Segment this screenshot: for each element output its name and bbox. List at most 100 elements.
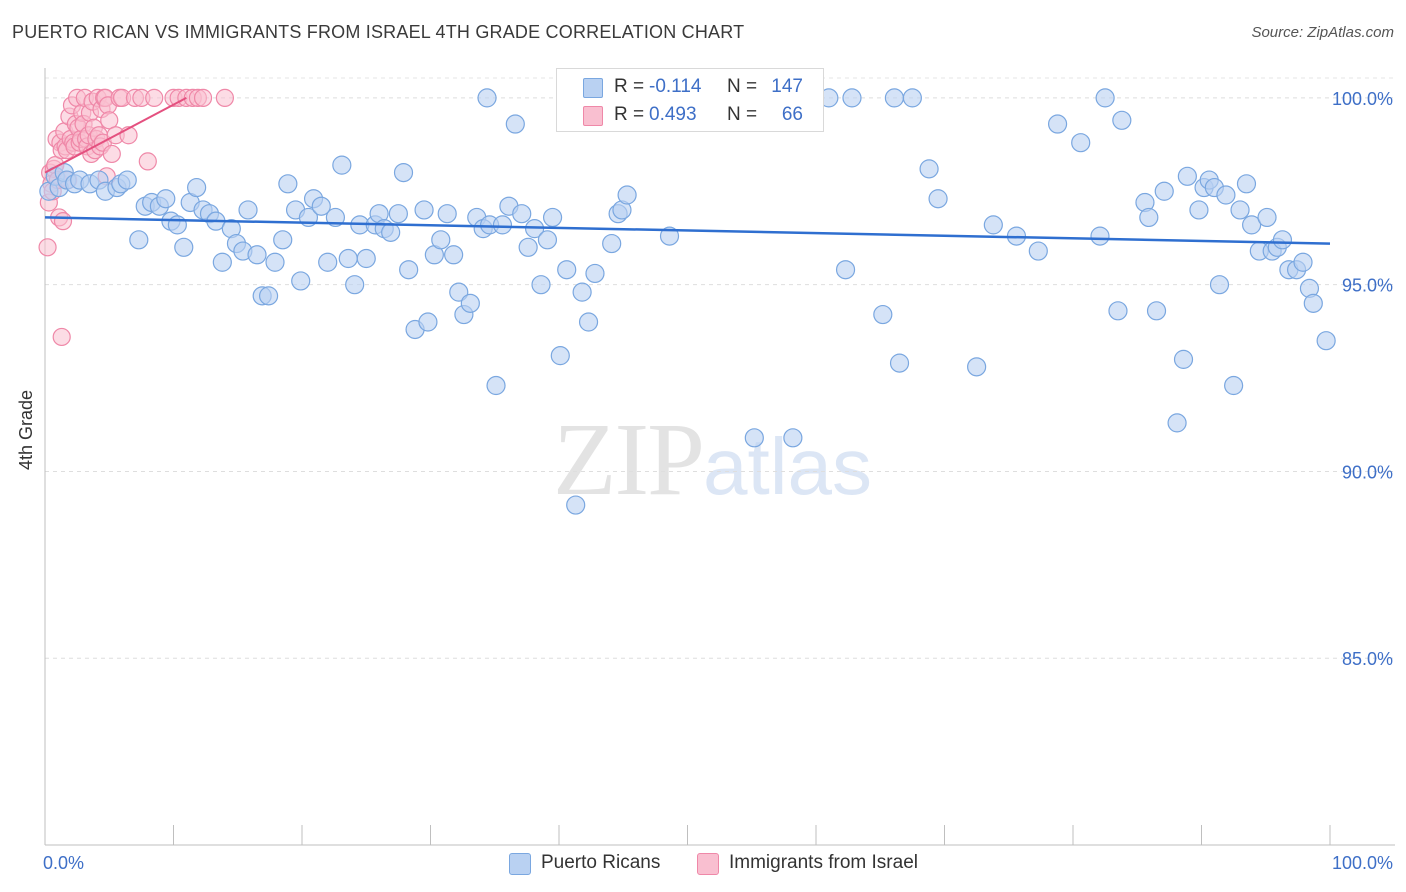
- bottom-legend-swatch-pink: [697, 853, 719, 875]
- data-point-puerto-rican: [873, 304, 893, 325]
- axes: [44, 68, 1395, 846]
- data-point-puerto-rican: [1230, 200, 1250, 220]
- data-point-puerto-rican: [444, 245, 464, 265]
- data-point-puerto-rican: [518, 237, 538, 257]
- data-point-puerto-rican: [902, 88, 922, 108]
- y-tick-label: 100.0%: [1332, 89, 1393, 109]
- data-point-puerto-rican: [1224, 375, 1244, 396]
- data-point-puerto-rican: [967, 357, 987, 377]
- legend-n-label: N =: [727, 104, 758, 125]
- data-point-puerto-rican: [1316, 331, 1336, 351]
- tick-labels: 85.0% 90.0% 95.0% 100.0% 0.0% 100.0%: [43, 89, 1393, 873]
- data-point-puerto-rican: [585, 263, 605, 284]
- data-point-puerto-rican: [174, 237, 194, 257]
- legend-row-israel: R = 0.493 N = 66: [557, 101, 823, 129]
- data-point-puerto-rican: [512, 204, 532, 224]
- legend-r-value: -0.114: [649, 76, 702, 97]
- data-point-puerto-rican: [156, 189, 176, 209]
- data-point-puerto-rican: [1108, 301, 1128, 321]
- data-point-puerto-rican: [332, 155, 352, 175]
- data-point-puerto-rican: [318, 252, 338, 272]
- data-point-puerto-rican: [431, 230, 451, 250]
- data-point-puerto-rican: [477, 88, 497, 108]
- data-point-puerto-rican: [388, 204, 408, 224]
- bottom-legend-label: Immigrants from Israel: [729, 852, 918, 873]
- data-point-puerto-rican: [187, 177, 207, 198]
- legend-n-value: 147: [771, 76, 803, 97]
- source-credit: Source: ZipAtlas.com: [1251, 24, 1394, 41]
- bottom-legend-swatch-blue: [509, 853, 531, 875]
- data-point-puerto-rican: [449, 282, 469, 302]
- data-point-puerto-rican: [1139, 207, 1159, 228]
- data-point-puerto-rican: [1293, 252, 1313, 272]
- data-point-israel: [138, 152, 157, 171]
- data-point-puerto-rican: [1154, 181, 1174, 201]
- data-point-puerto-rican: [1272, 230, 1293, 250]
- data-point-puerto-rican: [1047, 114, 1068, 134]
- data-point-puerto-rican: [273, 230, 293, 250]
- data-point-puerto-rican: [1173, 349, 1194, 369]
- data-point-puerto-rican: [783, 428, 803, 448]
- x-tick-label-min: 0.0%: [43, 853, 84, 873]
- legend-n-value: 66: [781, 104, 803, 125]
- data-point-puerto-rican: [659, 226, 680, 246]
- data-point-puerto-rican: [1167, 413, 1187, 433]
- data-point-puerto-rican: [884, 88, 904, 108]
- correlation-legend: R = -0.114 N = 147 R = 0.493 N = 66: [556, 68, 824, 132]
- data-point-puerto-rican: [486, 375, 506, 396]
- trend-line-israel: [44, 97, 187, 174]
- data-point-israel: [102, 144, 121, 164]
- data-point-puerto-rican: [889, 353, 910, 373]
- data-point-puerto-rican: [1028, 241, 1048, 261]
- data-point-puerto-rican: [460, 293, 480, 313]
- data-point-puerto-rican: [537, 230, 558, 250]
- data-point-puerto-rican: [117, 170, 137, 190]
- data-point-puerto-rican: [744, 428, 764, 448]
- data-point-puerto-rican: [1303, 293, 1323, 313]
- grid-lines: [45, 77, 1395, 659]
- legend-n-label: N =: [727, 76, 758, 97]
- y-tick-label: 95.0%: [1342, 276, 1393, 296]
- data-point-puerto-rican: [399, 260, 419, 280]
- data-point-puerto-rican: [550, 346, 570, 366]
- data-point-puerto-rican: [381, 222, 401, 242]
- data-point-puerto-rican: [311, 196, 331, 216]
- data-point-puerto-rican: [542, 207, 563, 228]
- chart-title: PUERTO RICAN VS IMMIGRANTS FROM ISRAEL 4…: [12, 22, 745, 42]
- data-point-puerto-rican: [617, 185, 637, 205]
- data-point-puerto-rican: [928, 189, 948, 209]
- data-point-puerto-rican: [492, 215, 513, 235]
- data-point-puerto-rican: [919, 159, 939, 179]
- data-point-puerto-rican: [129, 230, 149, 250]
- data-point-puerto-rican: [1209, 275, 1230, 295]
- data-point-puerto-rican: [572, 282, 592, 302]
- data-point-israel: [38, 238, 57, 257]
- data-point-puerto-rican: [983, 215, 1003, 235]
- legend-r-value: 0.493: [649, 104, 697, 125]
- data-point-puerto-rican: [1146, 301, 1167, 321]
- data-point-israel: [193, 88, 213, 107]
- data-point-puerto-rican: [566, 495, 586, 515]
- y-axis-label: 4th Grade: [16, 389, 36, 470]
- data-point-puerto-rican: [1090, 226, 1110, 246]
- bottom-legend-label: Puerto Ricans: [541, 852, 661, 873]
- trend-line-puerto-ricans: [44, 216, 1331, 245]
- data-point-puerto-rican: [338, 248, 358, 269]
- data-point-puerto-rican: [238, 200, 258, 220]
- trend-lines: [44, 97, 1331, 245]
- data-point-puerto-rican: [291, 271, 311, 291]
- data-point-puerto-rican: [345, 275, 365, 295]
- data-point-puerto-rican: [602, 233, 622, 254]
- legend-swatch-pink: [583, 106, 603, 126]
- data-point-puerto-rican: [247, 245, 267, 265]
- legend-row-puerto-ricans: R = -0.114 N = 147: [557, 73, 823, 101]
- data-point-puerto-rican: [418, 312, 438, 332]
- data-point-puerto-rican: [258, 286, 279, 306]
- data-point-puerto-rican: [835, 260, 856, 280]
- legend-swatch-blue: [583, 78, 603, 98]
- data-point-israel: [52, 327, 71, 347]
- data-point-puerto-rican: [414, 200, 434, 220]
- data-point-puerto-rican: [212, 252, 232, 272]
- data-point-puerto-rican: [842, 88, 862, 108]
